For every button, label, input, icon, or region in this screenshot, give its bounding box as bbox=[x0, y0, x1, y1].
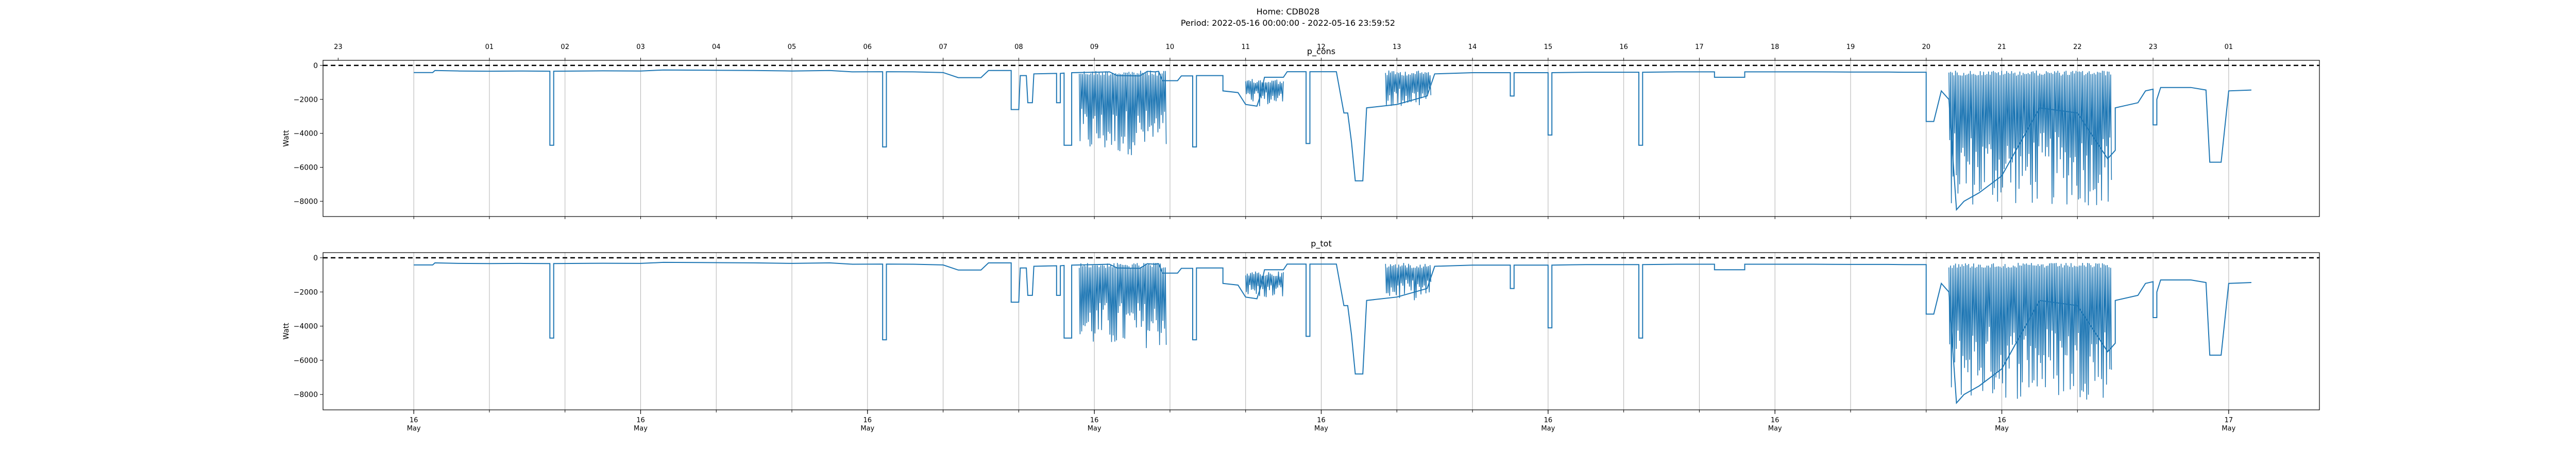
series-dense-segment bbox=[1385, 70, 1432, 106]
x-top-tick-label: 14 bbox=[1468, 43, 1477, 51]
x-top-tick-label: 10 bbox=[1166, 43, 1175, 51]
x-top-tick-label: 07 bbox=[939, 43, 947, 51]
series-dense-segment bbox=[1079, 262, 1167, 349]
x-top-tick-label: 06 bbox=[863, 43, 872, 51]
y-tick-label: −2000 bbox=[294, 288, 318, 296]
series-dense-segment bbox=[1948, 262, 2112, 400]
y-axis-label: Watt bbox=[282, 130, 291, 147]
series-line bbox=[414, 69, 2251, 211]
subplot-title: p_tot bbox=[1311, 239, 1332, 249]
x-top-tick-label: 04 bbox=[712, 43, 721, 51]
x-date-month-label: May bbox=[1768, 425, 1782, 433]
x-date-month-label: May bbox=[1314, 425, 1328, 433]
x-date-day-label: 16 bbox=[1317, 417, 1326, 424]
y-tick-label: −6000 bbox=[294, 163, 318, 172]
x-date-day-label: 17 bbox=[2225, 417, 2233, 424]
x-top-tick-label: 03 bbox=[636, 43, 645, 51]
x-top-tick-label: 01 bbox=[2225, 43, 2233, 51]
x-date-month-label: May bbox=[860, 425, 874, 433]
y-tick-label: −8000 bbox=[294, 197, 318, 206]
x-date-day-label: 16 bbox=[1090, 417, 1099, 424]
x-date-day-label: 16 bbox=[636, 417, 645, 424]
x-date-month-label: May bbox=[634, 425, 648, 433]
series-line bbox=[414, 261, 2251, 405]
series-dense-segment bbox=[1385, 262, 1432, 301]
x-date-day-label: 16 bbox=[1544, 417, 1553, 424]
y-tick-label: −8000 bbox=[294, 391, 318, 399]
x-date-day-label: 16 bbox=[1997, 417, 2006, 424]
x-date-day-label: 16 bbox=[863, 417, 872, 424]
series-dense-segment bbox=[1948, 70, 2112, 206]
x-top-tick-label: 09 bbox=[1090, 43, 1099, 51]
y-tick-label: −6000 bbox=[294, 357, 318, 365]
x-date-month-label: May bbox=[1541, 425, 1555, 433]
x-top-tick-label: 22 bbox=[2073, 43, 2082, 51]
series-dense-segment bbox=[1245, 79, 1284, 106]
y-tick-label: 0 bbox=[313, 254, 318, 262]
x-top-tick-label: 18 bbox=[1771, 43, 1780, 51]
y-tick-label: −4000 bbox=[294, 130, 318, 138]
y-tick-label: −4000 bbox=[294, 323, 318, 331]
x-top-tick-label: 23 bbox=[2149, 43, 2158, 51]
panel-p-cons: 0 −2000 −4000 −6000 −8000 Watt p_cons bbox=[282, 46, 2320, 219]
figure-period: Period: 2022-05-16 00:00:00 - 2022-05-16… bbox=[1180, 18, 1396, 28]
x-date-day-label: 16 bbox=[410, 417, 418, 424]
x-top-tick-label: 20 bbox=[1922, 43, 1930, 51]
x-top-tick-label: 02 bbox=[561, 43, 569, 51]
x-top-tick-label: 23 bbox=[334, 43, 343, 51]
x-top-tick-label: 05 bbox=[788, 43, 796, 51]
y-tick-label: 0 bbox=[313, 62, 318, 70]
figure-title: Home: CDB028 bbox=[1256, 7, 1320, 16]
x-date-month-label: May bbox=[1995, 425, 2009, 433]
series-dense-segment bbox=[1245, 271, 1284, 297]
x-date-month-label: May bbox=[407, 425, 421, 433]
x-top-tick-label: 21 bbox=[1997, 43, 2006, 51]
x-top-tick-label: 11 bbox=[1241, 43, 1250, 51]
x-top-tick-label: 01 bbox=[485, 43, 494, 51]
x-top-tick-label: 17 bbox=[1695, 43, 1704, 51]
x-date-month-label: May bbox=[1088, 425, 1101, 433]
x-top-tick-label: 13 bbox=[1393, 43, 1401, 51]
x-top-tick-label: 12 bbox=[1317, 43, 1326, 51]
x-date-day-label: 16 bbox=[1771, 417, 1780, 424]
y-tick-label: −2000 bbox=[294, 96, 318, 104]
series-dense-segment bbox=[1079, 70, 1167, 155]
y-axis-label: Watt bbox=[282, 323, 291, 340]
x-top-tick-label: 19 bbox=[1846, 43, 1855, 51]
subplot-title: p_cons bbox=[1307, 46, 1335, 57]
panel-p-tot: 0 −2000 −4000 −6000 −8000 Watt p_tot bbox=[282, 239, 2320, 412]
x-top-tick-label: 15 bbox=[1544, 43, 1553, 51]
x-top-tick-label: 16 bbox=[1619, 43, 1628, 51]
x-top-tick-label: 08 bbox=[1014, 43, 1023, 51]
x-date-month-label: May bbox=[2222, 425, 2235, 433]
